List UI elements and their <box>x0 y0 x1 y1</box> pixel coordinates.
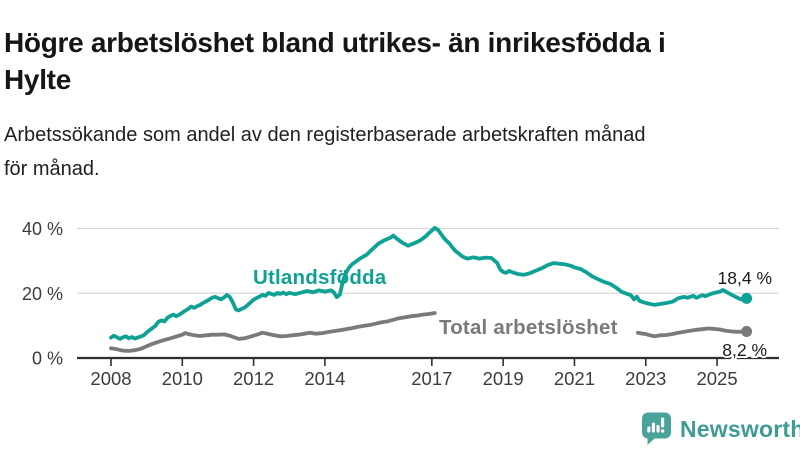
chart-title-line-2: Hylte <box>4 63 71 95</box>
x-axis-tick-label: 2017 <box>411 368 452 389</box>
x-axis-tick-label: 2010 <box>162 368 203 389</box>
newsworthy-wordmark: Newsworthy <box>680 415 800 442</box>
chart-title: Högre arbetslöshet bland utrikes- än inr… <box>4 24 796 98</box>
series-label: Total arbetslöshet <box>439 316 618 339</box>
x-axis-tick-label: 2023 <box>625 368 666 389</box>
x-axis-tick-label: 2019 <box>483 368 524 389</box>
series-line-total <box>109 311 437 353</box>
series-line-total <box>636 326 749 339</box>
series-end-dot <box>741 326 753 337</box>
exclamation-dot <box>660 429 665 433</box>
bar-chart-glyph <box>647 417 665 433</box>
x-axis-tick-label: 2021 <box>554 368 595 389</box>
chart-title-line-1: Högre arbetslöshet bland utrikes- än inr… <box>4 26 666 58</box>
x-axis-tick-label: 2014 <box>304 368 345 389</box>
x-axis-tick-label: 2008 <box>90 368 131 389</box>
x-axis-tick-label: 2012 <box>233 368 274 389</box>
exclamation-bar <box>661 417 665 428</box>
y-axis-tick-label: 20 % <box>22 284 63 304</box>
chart-subtitle-line-1: Arbetssökande som andel av den registerb… <box>4 124 646 146</box>
chart-subtitle-line-2: för månad. <box>4 158 100 180</box>
chart-subtitle: Arbetssökande som andel av den registerb… <box>4 118 796 186</box>
series-end-dot <box>741 292 753 304</box>
series-line-utlandsfodda <box>109 225 749 341</box>
series-label: Utlandsfödda <box>253 266 387 289</box>
end-value-annotation: 18,4 % <box>718 268 772 288</box>
y-axis-tick-label: 40 % <box>22 219 63 239</box>
y-axis-tick-label: 0 % <box>32 349 63 369</box>
x-axis-tick-label: 2025 <box>696 368 737 389</box>
unemployment-line-chart: 0 % 20 % 40 % 2008 2010 2012 2014 2017 2019 2021 2… <box>22 219 779 389</box>
newsworthy-logo-icon <box>641 412 671 445</box>
newsworthy-logo[interactable]: Newsworthy <box>641 411 800 447</box>
end-value-annotation: 8,2 % <box>722 340 767 360</box>
